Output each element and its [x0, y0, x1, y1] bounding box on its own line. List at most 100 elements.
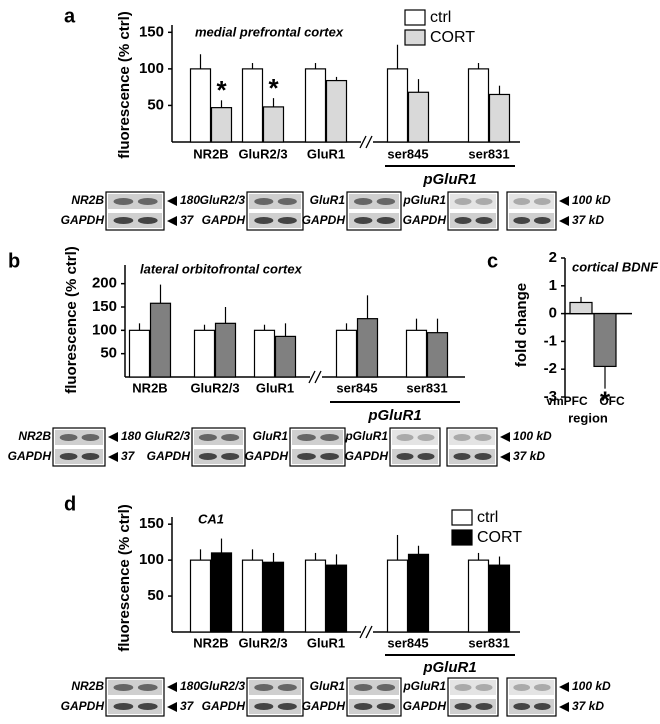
blot-label: GAPDH: [61, 213, 105, 227]
y-tick-label: 150: [139, 23, 164, 40]
blot-strip: [194, 430, 243, 445]
blot-band: [354, 684, 373, 691]
blot-band: [513, 198, 531, 205]
chart-title: lateral orbitofrontal cortex: [140, 261, 303, 276]
x-tick-label: ser845: [387, 635, 428, 650]
bar: [356, 318, 379, 378]
blot-band: [354, 217, 373, 224]
x-tick-label: GluR1: [256, 380, 294, 395]
blot-strip: [450, 680, 496, 695]
blot-band: [297, 453, 316, 460]
bar: [467, 68, 490, 143]
bar: [405, 329, 428, 378]
blot-label: GAPDH: [403, 213, 447, 227]
blot-strip: [392, 449, 438, 464]
legend-label: CORT: [477, 529, 522, 546]
x-tick-label: OFC: [599, 394, 625, 408]
significance: *: [216, 75, 227, 105]
size-arrow: [167, 196, 177, 206]
bar: [189, 68, 212, 143]
bar: [241, 559, 264, 633]
blot-band: [513, 703, 531, 710]
bar: [488, 564, 511, 633]
y-tick-label: 50: [147, 96, 164, 113]
x-tick-label: GluR2/3: [238, 635, 287, 650]
significance: *: [600, 386, 611, 416]
axis-break: [359, 625, 367, 639]
x-tick-label: NR2B: [193, 635, 228, 650]
blot-band: [475, 684, 493, 691]
blot-band: [198, 453, 217, 460]
blot-band: [221, 434, 240, 441]
blot-label: GluR2/3: [200, 679, 246, 693]
size-arrow: [500, 452, 510, 462]
bar: [189, 559, 212, 633]
blot-band: [454, 198, 472, 205]
bar: [193, 329, 216, 378]
y-tick-label: 0: [549, 305, 557, 322]
bar: [335, 329, 358, 378]
blot-band: [475, 217, 493, 224]
significance: *: [268, 73, 279, 103]
panel-label: a: [64, 5, 76, 27]
bar: [325, 564, 348, 633]
size-label: 37: [180, 213, 195, 227]
x-tick-label: GluR2/3: [190, 380, 239, 395]
blot-band: [59, 453, 78, 460]
bar: [210, 107, 233, 143]
blot-band: [376, 198, 396, 205]
blot-band: [320, 453, 339, 460]
y-axis-label: fluorescence (% ctrl): [63, 246, 80, 394]
blot-strip: [249, 194, 301, 209]
x-tick-label: GluR2/3: [238, 146, 287, 161]
blot-band: [354, 198, 373, 205]
bar: [253, 329, 276, 378]
blot-band: [513, 217, 531, 224]
blot-strip: [55, 449, 103, 464]
size-arrow: [167, 702, 177, 712]
size-label: 37: [180, 699, 195, 713]
legend-swatch: [404, 29, 426, 46]
bar: [214, 322, 237, 378]
bar: [426, 332, 449, 378]
legend-label: CORT: [430, 29, 475, 46]
blot-band: [254, 217, 274, 224]
chart-title: medial prefrontal cortex: [195, 24, 344, 39]
blot-strip: [449, 430, 495, 445]
blot-strip: [292, 449, 343, 464]
y-tick-label: 50: [100, 345, 117, 362]
blot-band: [59, 434, 78, 441]
axis-break-gap: [310, 374, 322, 380]
y-tick-label: 150: [92, 298, 117, 315]
axis-break: [365, 135, 373, 149]
size-arrow: [108, 432, 118, 442]
x-tick-label: GluR1: [307, 146, 345, 161]
size-label: 100 kD: [572, 193, 611, 207]
size-label: 180: [180, 193, 200, 207]
blot-band: [254, 703, 274, 710]
blot-band: [533, 217, 551, 224]
blot-band: [113, 198, 134, 205]
size-arrow: [167, 216, 177, 226]
bar: [304, 68, 327, 143]
blot-label: GluR2/3: [145, 429, 191, 443]
bar: [488, 93, 511, 143]
bar: [407, 553, 430, 633]
blot-strip: [55, 430, 103, 445]
blot-label: pGluR1: [402, 193, 446, 207]
blot-strip: [249, 699, 301, 714]
bar: [569, 301, 593, 315]
blot-strip: [349, 213, 399, 228]
chart-title: CA1: [198, 511, 224, 526]
y-tick-label: 150: [139, 515, 164, 532]
bar: [593, 313, 617, 368]
group-label: pGluR1: [422, 659, 476, 676]
blot-strip: [449, 449, 495, 464]
bar: [304, 559, 327, 633]
blot-band: [376, 703, 396, 710]
blot-band: [454, 703, 472, 710]
blot-label: pGluR1: [344, 429, 388, 443]
bar: [241, 68, 264, 143]
bar: [467, 559, 490, 633]
